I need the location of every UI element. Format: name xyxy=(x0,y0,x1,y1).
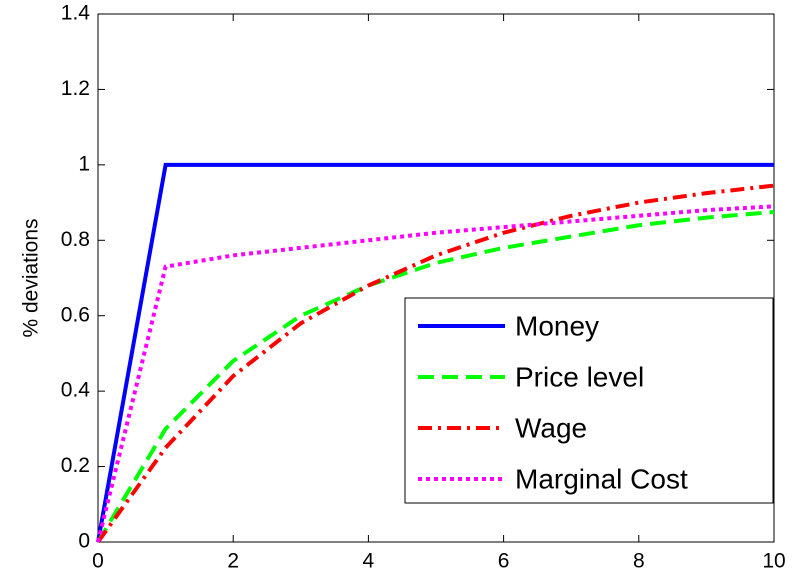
x-tick-label: 8 xyxy=(633,550,645,573)
x-tick-label: 4 xyxy=(363,550,375,573)
legend-label: Price level xyxy=(515,361,644,392)
y-tick-label: 0 xyxy=(78,530,90,553)
x-tick-label: 2 xyxy=(227,550,239,573)
data-line xyxy=(96,183,775,544)
y-tick-label: 0.4 xyxy=(61,379,91,402)
legend-label: Marginal Cost xyxy=(515,463,688,494)
y-tick-label: 0.6 xyxy=(61,303,90,326)
x-tick-label: 0 xyxy=(92,550,104,573)
y-tick-label: 1.4 xyxy=(61,2,91,25)
y-axis-label: % deviations xyxy=(20,218,43,337)
y-tick-label: 0.8 xyxy=(61,228,90,251)
x-tick-label: 6 xyxy=(498,550,510,573)
y-tick-label: 0.2 xyxy=(61,454,90,477)
x-tick-label: 10 xyxy=(762,550,785,573)
y-tick-label: 1.2 xyxy=(61,77,90,100)
y-tick-label: 1 xyxy=(78,152,90,175)
data-line xyxy=(96,204,775,543)
data-line xyxy=(96,210,775,544)
legend-label: Money xyxy=(515,310,599,341)
data-line xyxy=(96,162,774,543)
legend-label: Wage xyxy=(515,412,587,443)
legend: Money Price level Wage Marginal Cost xyxy=(404,297,774,504)
legend-box xyxy=(404,297,774,504)
